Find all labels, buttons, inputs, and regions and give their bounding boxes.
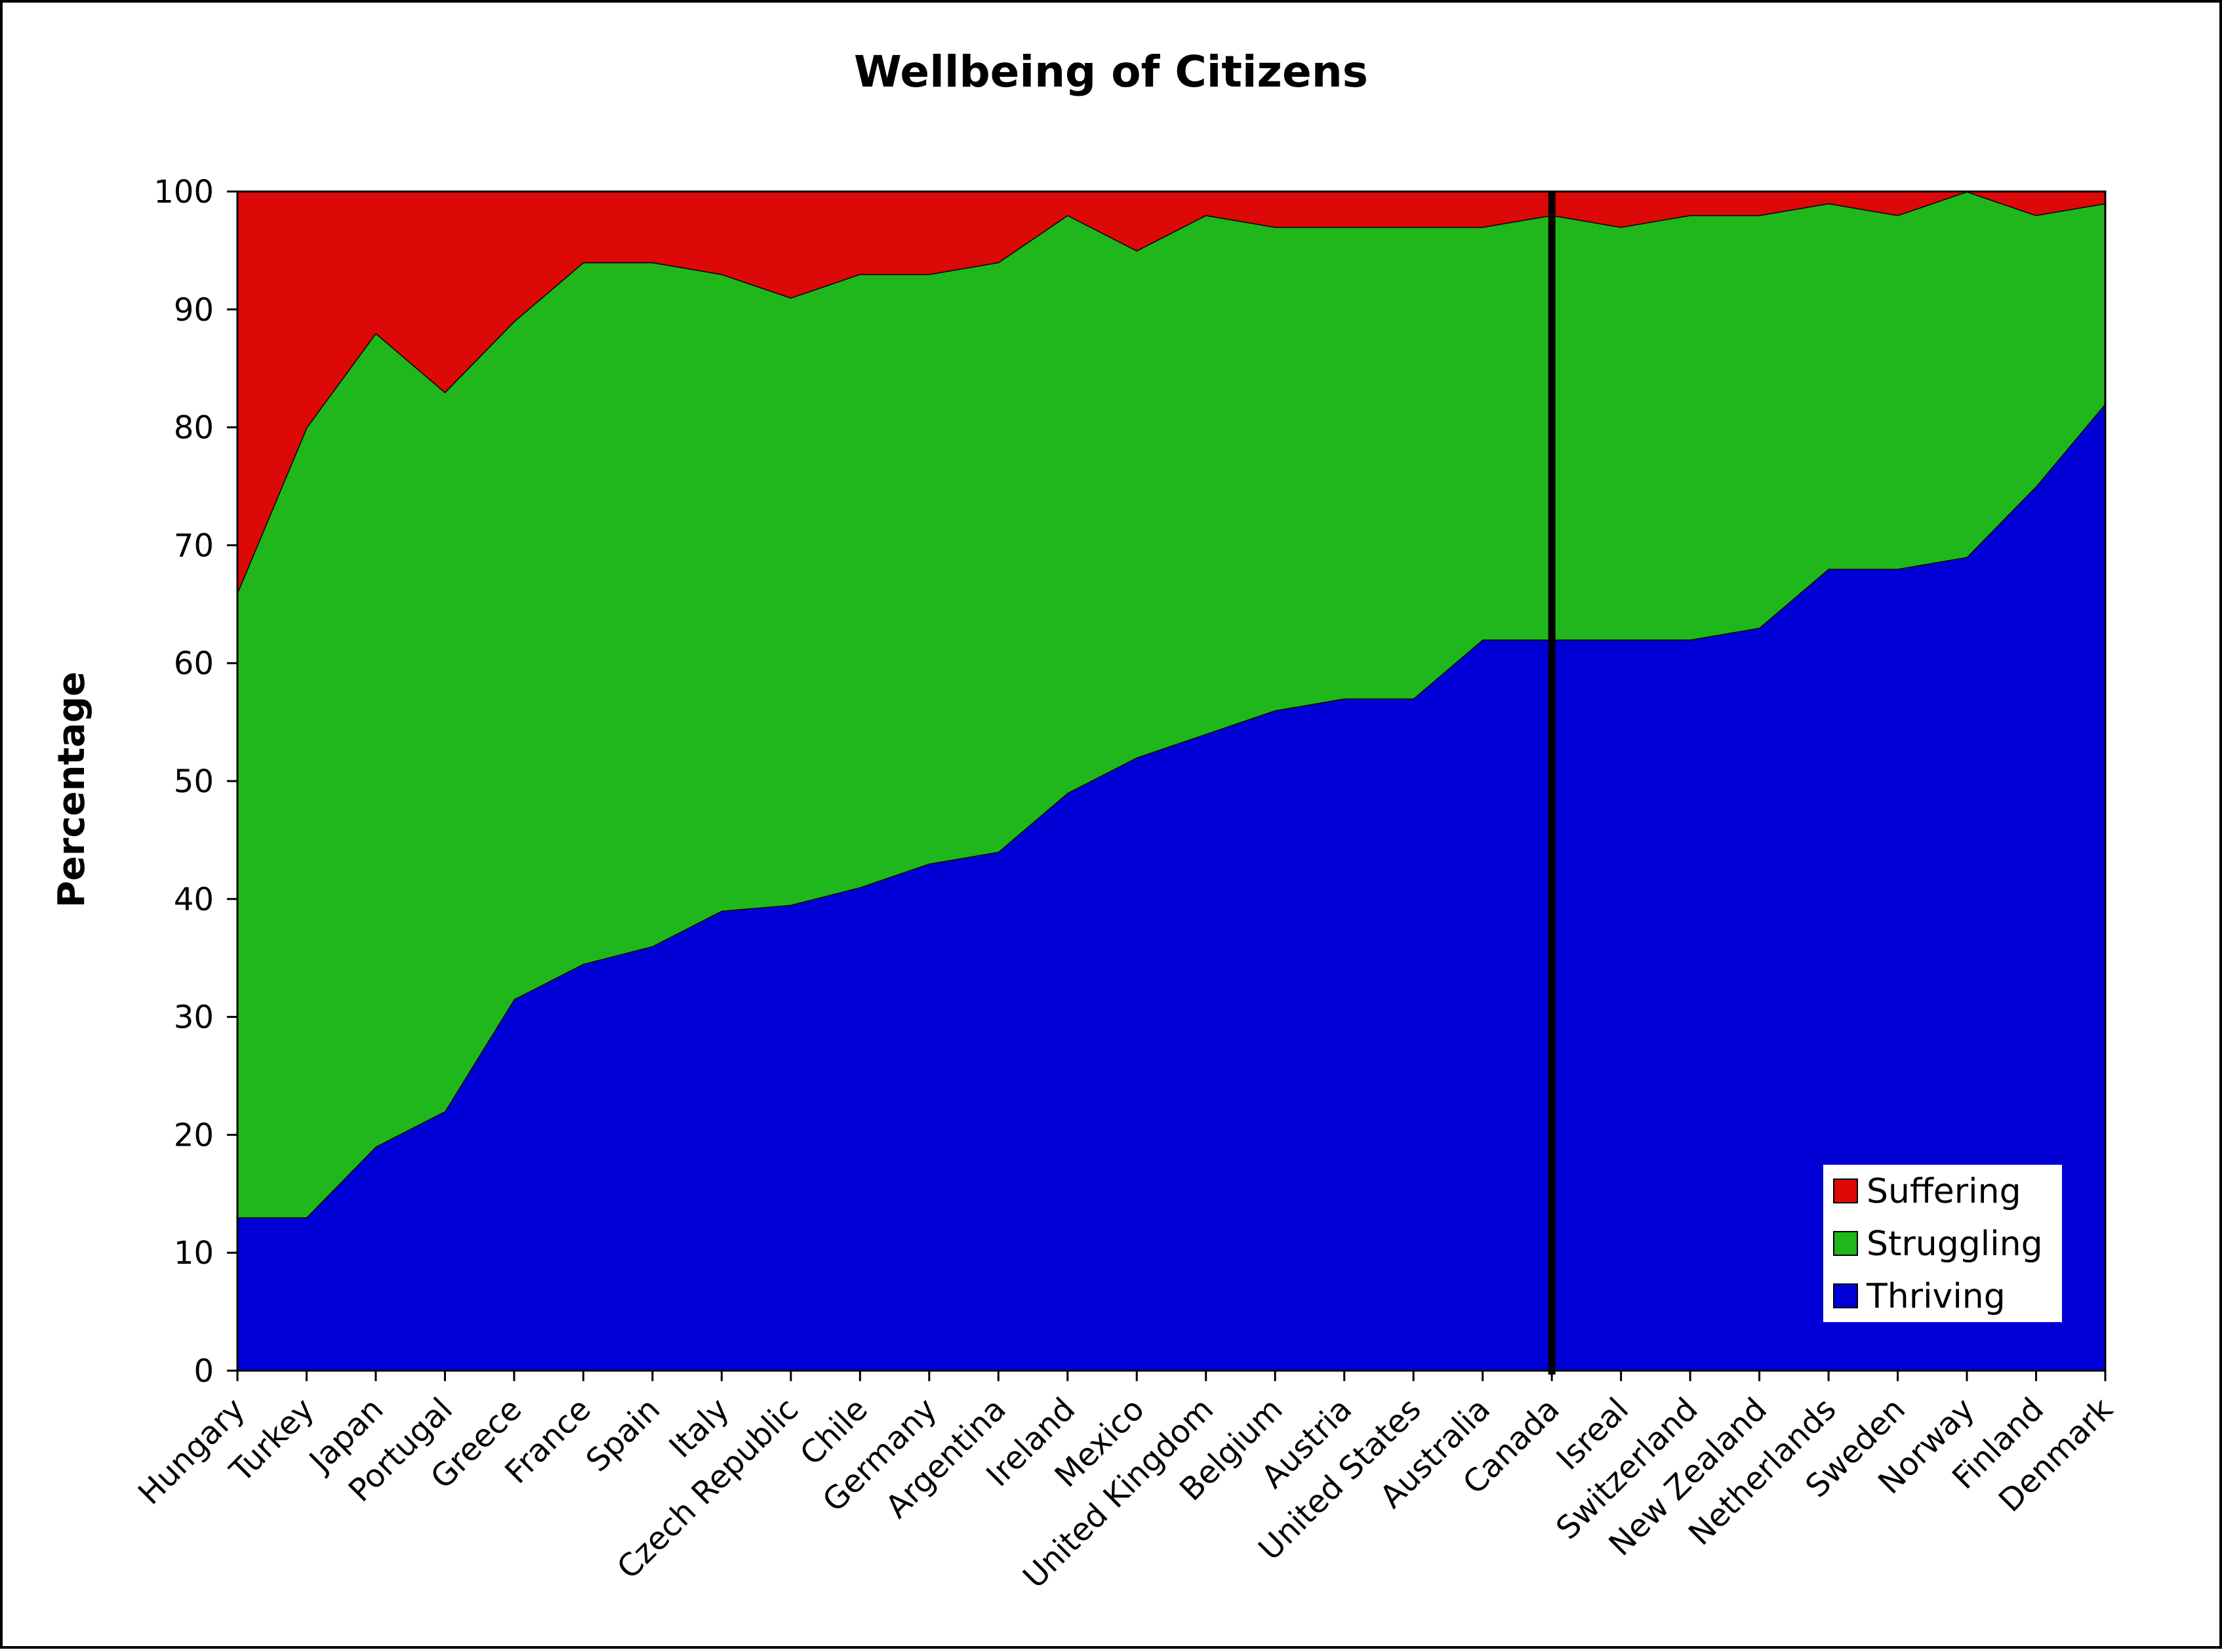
area-thriving (237, 403, 2105, 1371)
y-tick-label: 70 (174, 527, 214, 564)
legend-swatch-suffering (1833, 1179, 1858, 1203)
legend-label-suffering: Suffering (1867, 1172, 2021, 1211)
legend-swatch-thriving (1833, 1283, 1858, 1308)
legend-label-struggling: Struggling (1867, 1224, 2043, 1264)
area-suffering (237, 191, 2105, 593)
y-tick-label: 20 (174, 1117, 214, 1154)
legend-box (1823, 1165, 2062, 1322)
y-tick-label: 50 (174, 763, 214, 800)
y-axis-label: Percentage (51, 672, 93, 908)
y-tick-label: 90 (174, 292, 214, 329)
legend-swatch-struggling (1833, 1231, 1858, 1256)
y-tick-label: 60 (174, 645, 214, 682)
y-tick-label: 0 (193, 1353, 214, 1390)
area-series-group (236, 190, 2107, 1371)
area-struggling (237, 191, 2105, 1218)
y-tick-label: 10 (174, 1235, 214, 1272)
legend: Suffering Struggling Thriving (1823, 1165, 2062, 1322)
y-tick-label: 80 (174, 410, 214, 447)
chart-title: Wellbeing of Citizens (854, 47, 1368, 97)
y-tick-label: 100 (153, 174, 214, 211)
y-tick-labels: 0 10 20 30 40 50 60 70 80 90 100 (153, 174, 214, 1390)
axes-group (227, 190, 2107, 1381)
y-tick-label: 40 (174, 881, 214, 918)
legend-label-thriving: Thriving (1866, 1277, 2006, 1316)
y-tick-label: 30 (174, 999, 214, 1036)
